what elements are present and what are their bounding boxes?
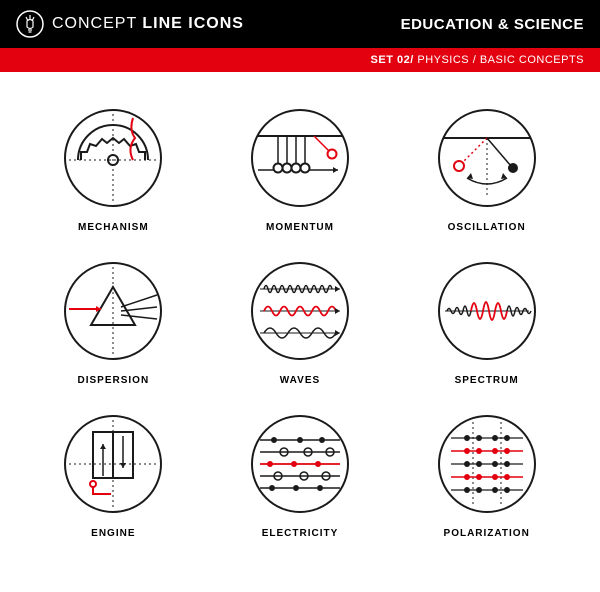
polarization-icon [437,414,537,514]
header-bar: CONCEPT LINE ICONS EDUCATION & SCIENCE [0,0,600,48]
icon-label: MECHANISM [78,222,149,233]
logo-text: CONCEPT LINE ICONS [52,15,244,33]
momentum-icon [250,108,350,208]
electricity-icon [250,414,350,514]
engine-icon [63,414,163,514]
spectrum-icon [437,261,537,361]
icon-cell-momentum: MOMENTUM [227,108,374,233]
icon-cell-dispersion: DISPERSION [40,261,187,386]
icon-label: OSCILLATION [448,222,526,233]
oscillation-icon [437,108,537,208]
icon-cell-engine: ENGINE [40,414,187,539]
waves-icon [250,261,350,361]
icon-label: MOMENTUM [266,222,334,233]
icon-label: ENGINE [91,528,135,539]
icon-label: ELECTRICITY [262,528,339,539]
icon-grid: MECHANISM MOMENTUM [0,72,600,559]
icon-cell-waves: WAVES [227,261,374,386]
icon-label: SPECTRUM [455,375,519,386]
icon-cell-polarization: POLARIZATION [413,414,560,539]
icon-cell-spectrum: SPECTRUM [413,261,560,386]
icon-label: DISPERSION [77,375,149,386]
logo: CONCEPT LINE ICONS [16,10,244,38]
icon-cell-oscillation: OSCILLATION [413,108,560,233]
subheader-bar: SET 02/ PHYSICS / BASIC CONCEPTS [0,48,600,72]
header-category: EDUCATION & SCIENCE [401,16,584,33]
icon-cell-electricity: ELECTRICITY [227,414,374,539]
icon-cell-mechanism: MECHANISM [40,108,187,233]
icon-label: WAVES [280,375,320,386]
icon-label: POLARIZATION [444,528,530,539]
lightbulb-icon [16,10,44,38]
mechanism-icon [63,108,163,208]
dispersion-icon [63,261,163,361]
set-label: SET 02/ PHYSICS / BASIC CONCEPTS [371,54,584,66]
